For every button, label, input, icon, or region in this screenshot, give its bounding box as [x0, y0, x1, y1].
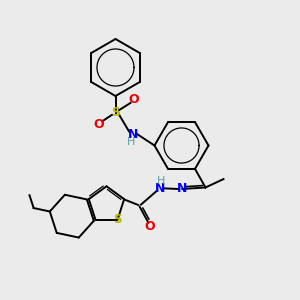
Text: S: S [113, 213, 122, 226]
Text: O: O [93, 118, 104, 131]
Text: S: S [111, 106, 120, 119]
Text: H: H [157, 176, 165, 187]
Text: O: O [144, 220, 155, 233]
Text: N: N [177, 182, 187, 196]
Text: H: H [127, 136, 136, 147]
Text: N: N [155, 182, 166, 195]
Text: O: O [129, 93, 140, 106]
Text: N: N [128, 128, 138, 141]
